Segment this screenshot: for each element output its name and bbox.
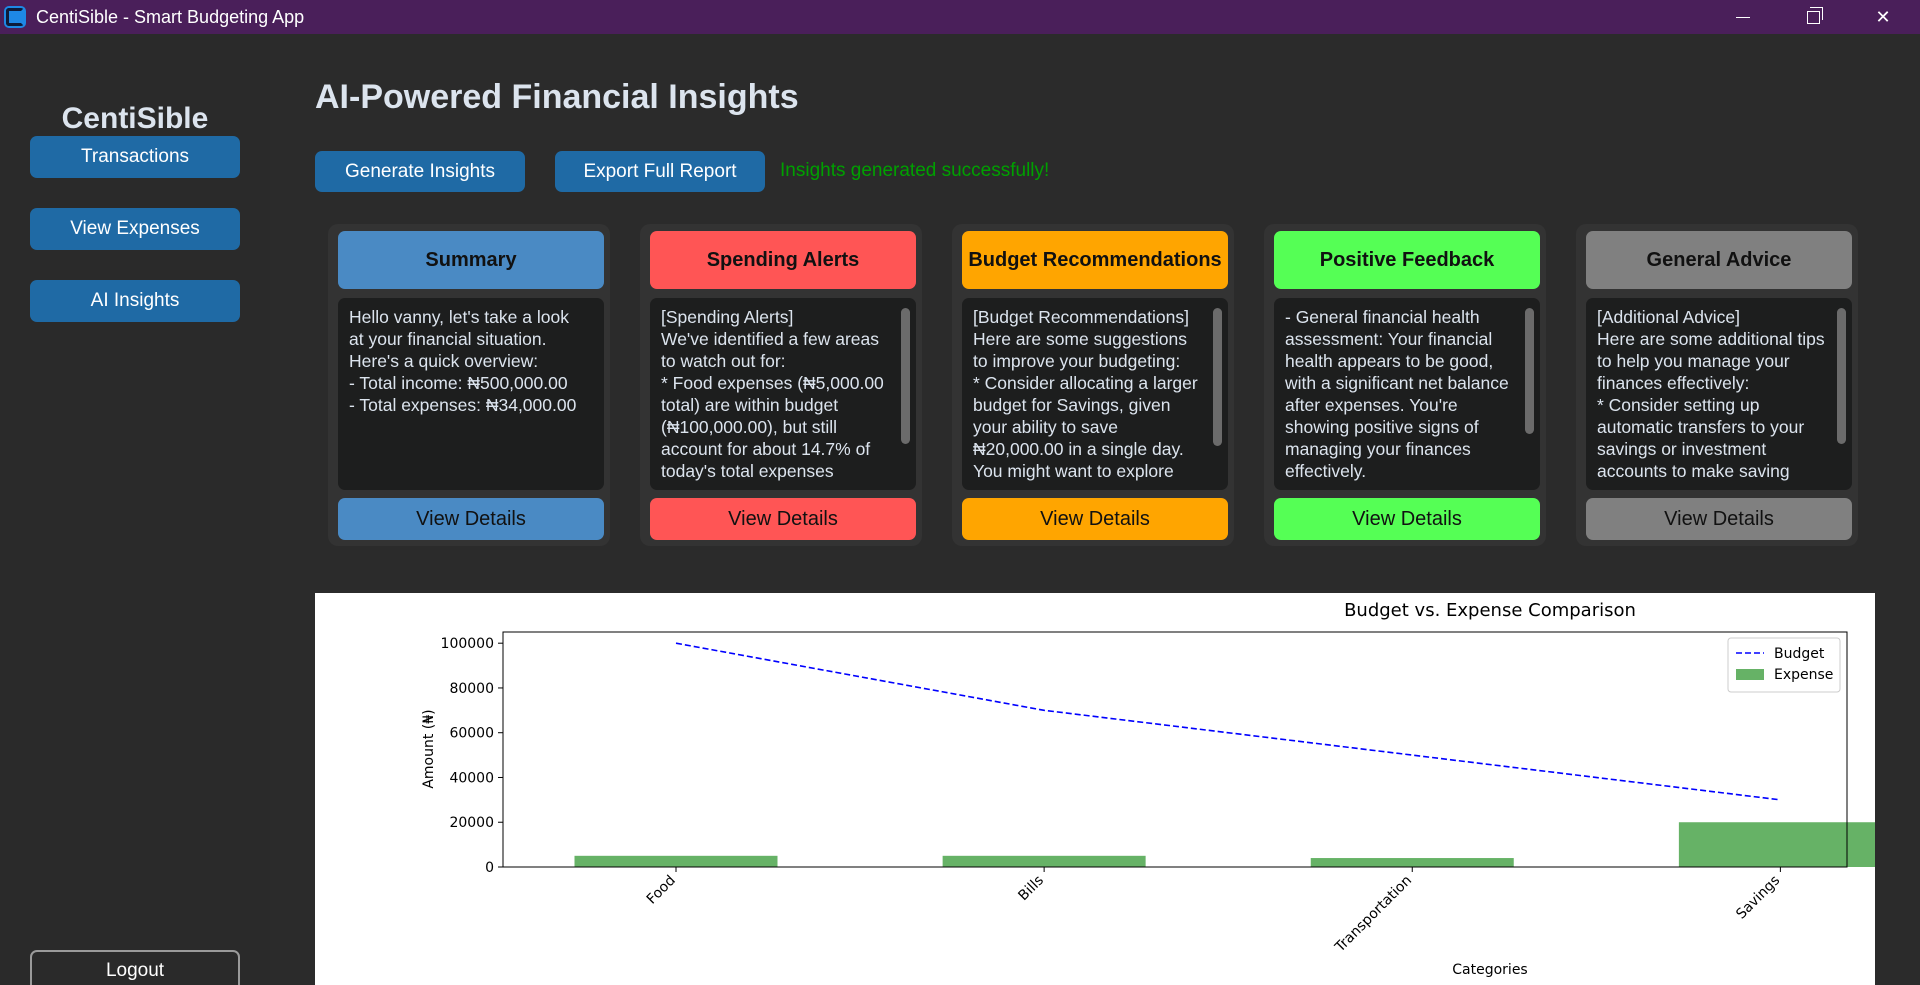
card-text: Hello vanny, let's take a look at your f… <box>349 307 577 415</box>
y-tick-label: 40000 <box>449 770 494 786</box>
general-advice-card: General Advice [Additional Advice] Here … <box>1576 224 1858 546</box>
restore-button[interactable] <box>1778 0 1848 34</box>
card-textbox[interactable]: [Budget Recommendations] Here are some s… <box>962 298 1228 490</box>
view-details-button[interactable]: View Details <box>962 498 1228 540</box>
window-title: CentiSible - Smart Budgeting App <box>36 6 305 27</box>
chart-bar-expense <box>1678 822 1875 867</box>
sidebar-item-ai-insights[interactable]: AI Insights <box>30 280 240 322</box>
positive-feedback-card: Positive Feedback - General financial he… <box>1264 224 1546 546</box>
card-title: Budget Recommendations <box>962 231 1228 289</box>
card-text: - General financial health assessment: Y… <box>1285 307 1514 481</box>
minimize-icon <box>1736 16 1750 18</box>
chart-line-budget <box>675 642 1781 801</box>
card-textbox[interactable]: - General financial health assessment: Y… <box>1274 298 1540 490</box>
view-details-button[interactable]: View Details <box>650 498 916 540</box>
close-icon: ✕ <box>1875 6 1891 27</box>
x-tick-label: Savings <box>1733 873 1783 923</box>
card-text: [Spending Alerts] We've identified a few… <box>661 307 884 481</box>
close-button[interactable]: ✕ <box>1848 0 1918 34</box>
chart-svg: Budget vs. Expense Comparison 0 20000 40000… <box>421 600 1875 978</box>
card-title: Positive Feedback <box>1274 231 1540 289</box>
card-title: Spending Alerts <box>650 231 916 289</box>
page-title: AI-Powered Financial Insights <box>315 78 799 116</box>
x-tick-label: Food <box>644 873 679 908</box>
view-details-button[interactable]: View Details <box>1586 498 1852 540</box>
title-bar: CentiSible - Smart Budgeting App ✕ <box>0 0 1920 34</box>
card-scrollbar[interactable] <box>901 308 910 444</box>
card-scrollbar[interactable] <box>1525 308 1534 434</box>
card-text: [Additional Advice] Here are some additi… <box>1597 307 1825 481</box>
card-textbox[interactable]: Hello vanny, let's take a look at your f… <box>338 298 604 490</box>
x-axis-label: Categories <box>1452 962 1527 978</box>
x-tick-label: Bills <box>1015 873 1047 905</box>
summary-card: Summary Hello vanny, let's take a look a… <box>328 224 610 546</box>
card-title: Summary <box>338 231 604 289</box>
chart-bar-expense <box>574 855 778 867</box>
y-tick-label: 60000 <box>449 726 494 742</box>
view-details-button[interactable]: View Details <box>1274 498 1540 540</box>
card-textbox[interactable]: [Additional Advice] Here are some additi… <box>1586 298 1852 490</box>
status-message: Insights generated successfully! <box>780 160 1050 181</box>
legend-label-expense: Expense <box>1774 667 1833 683</box>
sidebar-item-transactions[interactable]: Transactions <box>30 136 240 178</box>
export-report-button[interactable]: Export Full Report <box>555 151 765 192</box>
chart-title: Budget vs. Expense Comparison <box>1344 600 1636 621</box>
budget-recommendations-card: Budget Recommendations [Budget Recommend… <box>952 224 1234 546</box>
restore-icon <box>1806 6 1823 24</box>
legend-label-budget: Budget <box>1774 646 1825 662</box>
chart-plot-frame <box>502 631 1848 868</box>
y-axis-label: Amount (₦) <box>421 709 437 788</box>
legend-swatch-expense <box>1736 669 1764 680</box>
card-scrollbar[interactable] <box>1213 308 1222 446</box>
x-tick-label: Transportation <box>1332 873 1416 957</box>
y-tick-label: 20000 <box>449 815 494 831</box>
y-tick-label: 80000 <box>449 681 494 697</box>
y-tick-label: 100000 <box>441 636 494 652</box>
minimize-button[interactable] <box>1708 0 1778 34</box>
sidebar-item-view-expenses[interactable]: View Expenses <box>30 208 240 250</box>
chart-bar-expense <box>1310 858 1514 867</box>
card-scrollbar[interactable] <box>1837 308 1846 444</box>
sidebar: CentiSible Transactions View Expenses AI… <box>0 34 270 985</box>
generate-insights-button[interactable]: Generate Insights <box>315 151 525 192</box>
chart-bar-expense <box>942 855 1146 867</box>
logout-button[interactable]: Logout <box>30 950 240 985</box>
budget-expense-chart: Budget vs. Expense Comparison 0 20000 40000… <box>315 593 1875 985</box>
brand-title: CentiSible <box>61 102 209 135</box>
app-icon <box>4 6 26 28</box>
card-textbox[interactable]: [Spending Alerts] We've identified a few… <box>650 298 916 490</box>
card-title: General Advice <box>1586 231 1852 289</box>
y-tick-label: 0 <box>485 860 494 876</box>
card-text: [Budget Recommendations] Here are some s… <box>973 307 1198 481</box>
spending-alerts-card: Spending Alerts [Spending Alerts] We've … <box>640 224 922 546</box>
view-details-button[interactable]: View Details <box>338 498 604 540</box>
